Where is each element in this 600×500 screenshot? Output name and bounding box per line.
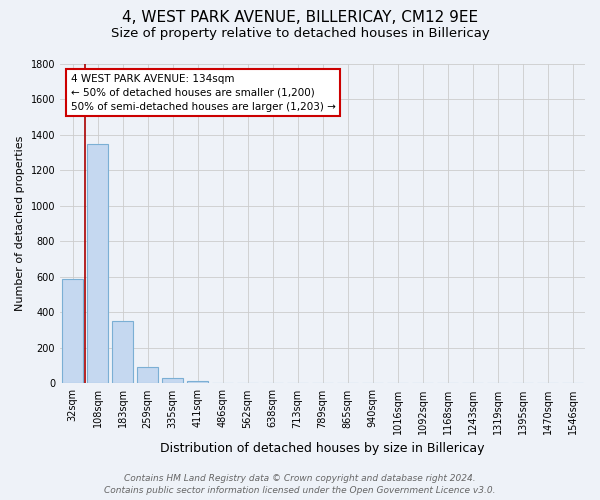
Text: Size of property relative to detached houses in Billericay: Size of property relative to detached ho…: [110, 28, 490, 40]
Bar: [87, 144, 108, 384]
Y-axis label: Number of detached properties: Number of detached properties: [15, 136, 25, 312]
X-axis label: Distribution of detached houses by size in Billericay: Distribution of detached houses by size …: [160, 442, 485, 455]
Bar: [162, 378, 183, 384]
Bar: [112, 322, 133, 384]
Bar: [187, 381, 208, 384]
Bar: [62, 278, 83, 384]
Bar: [137, 368, 158, 384]
Text: 4 WEST PARK AVENUE: 134sqm
← 50% of detached houses are smaller (1,200)
50% of s: 4 WEST PARK AVENUE: 134sqm ← 50% of deta…: [71, 74, 335, 112]
Text: Contains HM Land Registry data © Crown copyright and database right 2024.
Contai: Contains HM Land Registry data © Crown c…: [104, 474, 496, 495]
Text: 4, WEST PARK AVENUE, BILLERICAY, CM12 9EE: 4, WEST PARK AVENUE, BILLERICAY, CM12 9E…: [122, 10, 478, 25]
